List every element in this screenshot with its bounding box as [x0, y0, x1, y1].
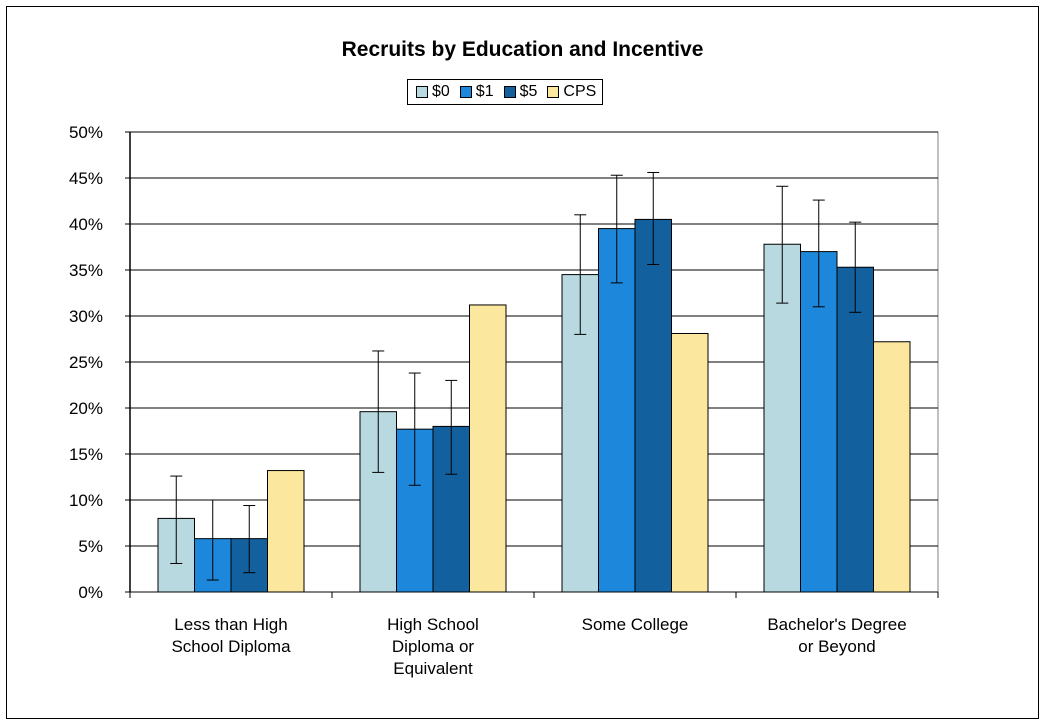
y-tick-label: 35% [69, 261, 103, 280]
y-tick-label: 15% [69, 445, 103, 464]
x-category-label: Bachelor's Degree or Beyond [737, 614, 937, 658]
y-tick-label: 25% [69, 353, 103, 372]
bar [635, 219, 672, 592]
y-tick-label: 20% [69, 399, 103, 418]
bar [874, 342, 911, 592]
bar [470, 305, 507, 592]
y-tick-label: 30% [69, 307, 103, 326]
y-tick-label: 40% [69, 215, 103, 234]
y-tick-label: 5% [78, 537, 103, 556]
bar [672, 333, 709, 592]
x-category-label: Less than High School Diploma [131, 614, 331, 658]
bar [837, 267, 874, 592]
y-tick-label: 50% [69, 123, 103, 142]
bar [268, 471, 305, 592]
y-tick-label: 10% [69, 491, 103, 510]
y-tick-label: 0% [78, 583, 103, 602]
x-category-label: High School Diploma or Equivalent [333, 614, 533, 680]
x-category-label: Some College [535, 614, 735, 636]
y-tick-label: 45% [69, 169, 103, 188]
